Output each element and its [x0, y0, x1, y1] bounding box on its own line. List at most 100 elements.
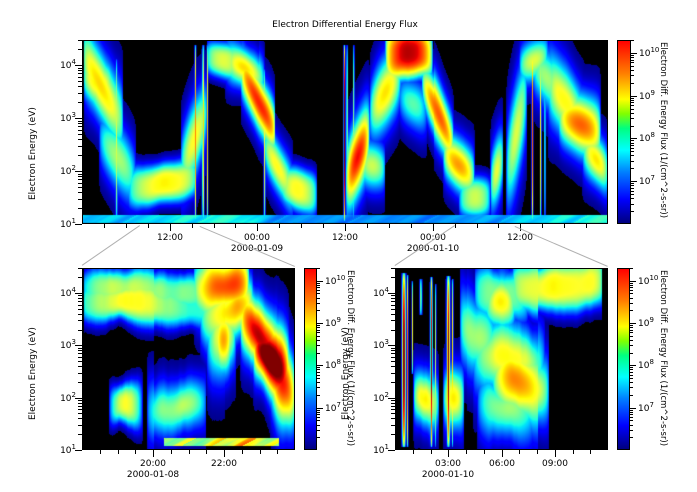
bottom-left-y-axis-label: Electron Energy (eV) — [28, 327, 38, 420]
bottom-right-cbtick-minor — [630, 417, 633, 418]
bottom-left-ytick-minor — [78, 361, 82, 362]
top-ytick-label: 104 — [60, 58, 76, 71]
bottom-left-cbtick-minor — [317, 325, 320, 326]
bottom-left-colorbar[interactable] — [304, 268, 317, 450]
connector-left-a — [81, 225, 140, 266]
bottom-right-ytick-minor — [391, 406, 395, 407]
top-ytick-minor — [78, 176, 82, 177]
bottom-right-xtick-minor — [555, 450, 556, 454]
bottom-right-ytick-minor — [391, 330, 395, 331]
top-cbtick-minor — [631, 113, 634, 114]
bottom-left-ytick-major — [75, 398, 82, 400]
bottom-right-xtick-minor — [413, 450, 414, 454]
bottom-right-ytick-major — [388, 398, 395, 400]
top-colorbar[interactable] — [617, 40, 631, 224]
bottom-right-ytick-label: 103 — [373, 338, 389, 351]
bottom-right-cbtick-label: 1010 — [638, 274, 659, 287]
bottom-right-y-axis-label: Electron Energy (eV) — [341, 327, 351, 420]
top-cbtick-minor — [631, 151, 634, 152]
bottom-left-xtick-minor — [224, 450, 225, 454]
top-cbtick-minor — [631, 194, 634, 195]
bottom-left-xtick-date-label: 2000-01-08 — [126, 470, 180, 480]
bottom-left-xtick-minor — [118, 450, 119, 454]
bottom-right-xtick-minor — [431, 450, 432, 454]
bottom-left-ytick-minor — [78, 309, 82, 310]
top-ytick-minor — [78, 146, 82, 147]
bottom-right-ytick-minor — [391, 305, 395, 306]
bottom-right-xtick-minor — [590, 450, 591, 454]
top-ytick-minor — [78, 208, 82, 209]
bottom-left-ytick-minor — [78, 406, 82, 407]
top-ytick-label: 102 — [60, 164, 76, 177]
top-ytick-label: 101 — [60, 217, 76, 230]
bottom-left-cbtick-label: 107 — [325, 401, 341, 414]
top-cbtick — [631, 181, 637, 183]
bottom-left-cbtick-minor — [317, 303, 320, 304]
top-ytick-minor — [78, 81, 82, 82]
top-cbtick-minor — [631, 155, 634, 156]
bottom-left-ytick-minor — [78, 330, 82, 331]
top-cbtick-minor — [631, 140, 634, 141]
bottom-left-cbtick-label: 1010 — [325, 274, 346, 287]
bottom-right-ytick-minor — [391, 373, 395, 374]
top-cbtick — [631, 138, 637, 140]
bottom-left-ytick-minor — [78, 301, 82, 302]
bottom-right-cbtick-minor — [630, 437, 633, 438]
top-ytick-minor — [78, 73, 82, 74]
top-cbtick-minor — [631, 145, 634, 146]
bottom-left-ytick-minor — [78, 277, 82, 278]
bottom-left-cbtick — [317, 323, 323, 325]
top-ytick-minor — [78, 130, 82, 131]
bottom-right-cbtick-minor — [630, 412, 633, 413]
bottom-right-ytick-label: 101 — [373, 443, 389, 456]
top-ytick-minor — [78, 49, 82, 50]
bottom-left-ytick-label: 101 — [60, 443, 76, 456]
bottom-left-xtick-minor — [153, 450, 154, 454]
bottom-right-cbtick-minor — [630, 372, 633, 373]
top-cbtick-minor — [631, 40, 634, 41]
bottom-right-cbtick-minor — [630, 420, 633, 421]
bottom-left-ytick-minor — [78, 409, 82, 410]
bottom-right-xtick-time-label: 06:00 — [489, 459, 515, 469]
top-xtick-date-label: 2000-01-10 — [406, 244, 460, 254]
bottom-left-cbtick-minor — [317, 290, 320, 291]
bottom-left-cbtick-minor — [317, 340, 320, 341]
bottom-right-cbtick — [630, 365, 636, 367]
top-cbtick-minor — [631, 98, 634, 99]
bottom-left-ytick-minor — [78, 382, 82, 383]
top-spectrogram[interactable] — [82, 40, 608, 224]
bottom-right-ytick-major — [388, 293, 395, 295]
top-cbtick-minor — [631, 126, 634, 127]
bottom-right-colorbar[interactable] — [617, 268, 630, 450]
bottom-left-cbtick-minor — [317, 387, 320, 388]
top-xtick-minor — [104, 224, 105, 228]
bottom-right-ytick-minor — [391, 434, 395, 435]
top-xtick-minor — [323, 224, 324, 228]
bottom-left-ytick-minor — [78, 357, 82, 358]
top-cbtick-minor — [631, 70, 634, 71]
bottom-right-ytick-minor — [391, 301, 395, 302]
top-ytick-minor — [78, 179, 82, 180]
top-ytick-minor — [78, 174, 82, 175]
bottom-left-cbtick-minor — [317, 330, 320, 331]
bottom-right-cbtick — [630, 281, 636, 283]
bottom-right-xtick-minor — [466, 450, 467, 454]
bottom-right-cbtick-minor — [630, 375, 633, 376]
bottom-left-ytick-minor — [78, 348, 82, 349]
bottom-left-cbtick-minor — [317, 430, 320, 431]
bottom-right-cbtick-minor — [630, 327, 633, 328]
bottom-left-cbtick-minor — [317, 414, 320, 415]
top-xtick-minor — [542, 224, 543, 228]
bottom-left-ytick-label: 103 — [60, 338, 76, 351]
top-ytick-minor — [78, 68, 82, 69]
top-xtick-time-label: 00:00 — [244, 233, 270, 243]
top-cbtick-minor — [631, 62, 634, 63]
bottom-right-spectrogram[interactable] — [395, 268, 608, 450]
bottom-right-ytick-minor — [391, 314, 395, 315]
bottom-left-cbtick-minor — [317, 336, 320, 337]
bottom-left-cbtick-minor — [317, 293, 320, 294]
bottom-right-cbtick-label: 109 — [638, 316, 654, 329]
bottom-left-spectrogram[interactable] — [82, 268, 295, 450]
bottom-left-cbtick-minor — [317, 425, 320, 426]
bottom-left-xtick-minor — [242, 450, 243, 454]
